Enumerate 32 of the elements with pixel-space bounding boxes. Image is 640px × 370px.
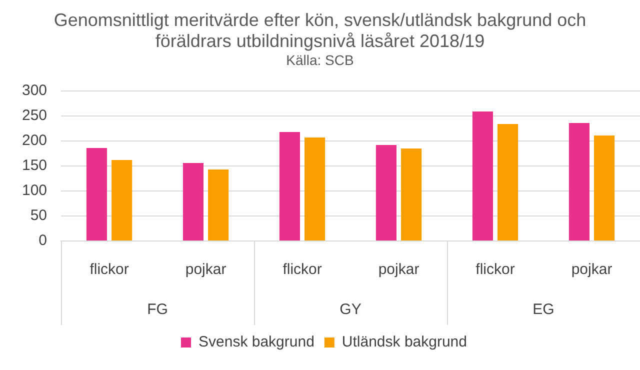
y-tick-label: 100 (22, 182, 48, 200)
bar (279, 132, 300, 240)
bar (112, 160, 132, 240)
bar (304, 138, 326, 240)
bar (376, 145, 397, 240)
x-tick-label: pojkar (185, 261, 226, 278)
bar (86, 148, 108, 240)
x-tick-label: flickor (476, 261, 515, 278)
y-tick-label: 250 (22, 107, 48, 124)
legend-label: Svensk bakgrund (198, 334, 314, 351)
y-tick-label: 150 (22, 157, 48, 174)
bar (208, 170, 229, 240)
x-tick-label: pojkar (378, 261, 420, 278)
chart-title: Genomsnittligt meritvärde efter kön, svensk/utländsk bakgrund och föräldrars utbildningsnivå läsåret 2018/19 (52, 10, 588, 52)
chart-subtitle: Källa: SCB (285, 52, 355, 68)
y-tick-label: 0 (38, 232, 48, 250)
bar (401, 148, 422, 240)
legend-label: Utländsk bakgrund (342, 334, 467, 351)
y-tick-label: 50 (30, 207, 48, 224)
text: EG (532, 301, 554, 318)
x-tick-label: flickor (282, 261, 322, 278)
text: GY (340, 301, 362, 318)
text: FG (147, 301, 168, 318)
bar (594, 136, 615, 240)
y-tick-label: 200 (22, 132, 48, 150)
bar (472, 112, 493, 240)
x-tick-label: flickor (90, 261, 129, 278)
bar (568, 123, 590, 240)
bar (182, 163, 204, 240)
bar (498, 124, 518, 240)
x-tick-label: pojkar (571, 261, 612, 278)
y-tick-label: 300 (22, 82, 48, 100)
